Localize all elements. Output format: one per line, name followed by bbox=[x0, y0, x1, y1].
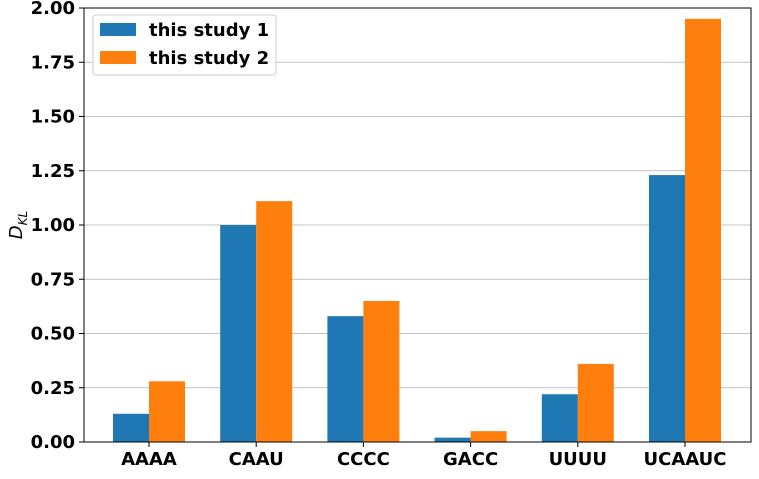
y-tick-label: 0.25 bbox=[31, 378, 75, 399]
y-axis-ticks: 0.00 0.25 0.50 0.75 1.00 1.25 1.50 1.75 2.00 bbox=[31, 0, 84, 453]
y-tick-label: 0.75 bbox=[31, 269, 75, 290]
x-tick-label: CAAU bbox=[229, 449, 284, 470]
bar-gacc-series-1 bbox=[434, 437, 471, 442]
bar-uuuu-series-1 bbox=[541, 394, 578, 442]
legend-box bbox=[92, 14, 277, 76]
x-axis-ticks: AAAA CAAU CCCC GACC UUUU UCAAUC bbox=[121, 442, 726, 470]
y-tick-label: 1.75 bbox=[31, 52, 75, 73]
legend-swatch-series-1 bbox=[100, 23, 136, 36]
bar-cccc-series-2 bbox=[363, 300, 400, 442]
x-tick-label: GACC bbox=[443, 449, 498, 470]
x-tick-label: UUUU bbox=[549, 449, 607, 470]
y-tick-label: 1.50 bbox=[31, 107, 75, 128]
x-tick-label: UCAAUC bbox=[644, 449, 727, 470]
legend-label-series-2: this study 2 bbox=[149, 48, 269, 69]
bars bbox=[113, 18, 721, 442]
bar-ucaauc-series-2 bbox=[685, 18, 721, 442]
x-tick-label: AAAA bbox=[121, 449, 177, 470]
bar-uuuu-series-2 bbox=[577, 363, 614, 442]
y-tick-label: 1.25 bbox=[31, 161, 75, 182]
bar-ucaauc-series-1 bbox=[649, 175, 685, 442]
bar-aaaa-series-1 bbox=[113, 413, 149, 442]
bar-gacc-series-2 bbox=[470, 431, 507, 442]
bar-aaaa-series-2 bbox=[149, 381, 185, 442]
y-tick-label: 0.00 bbox=[31, 432, 75, 453]
legend: this study 1 this study 2 bbox=[92, 14, 277, 76]
legend-swatch-series-2 bbox=[100, 51, 136, 64]
bar-caau-series-2 bbox=[256, 201, 293, 442]
y-tick-label: 2.00 bbox=[31, 0, 75, 19]
legend-label-series-1: this study 1 bbox=[149, 20, 269, 41]
y-tick-label: 0.50 bbox=[31, 324, 75, 345]
y-axis-label-subscript: KL bbox=[16, 211, 30, 226]
y-axis-label-main: D bbox=[6, 225, 27, 239]
y-tick-label: 1.00 bbox=[31, 215, 75, 236]
y-axis-label: DKL bbox=[6, 211, 30, 239]
x-tick-label: CCCC bbox=[337, 449, 390, 470]
bar-cccc-series-1 bbox=[327, 316, 364, 442]
bar-caau-series-1 bbox=[220, 225, 257, 442]
